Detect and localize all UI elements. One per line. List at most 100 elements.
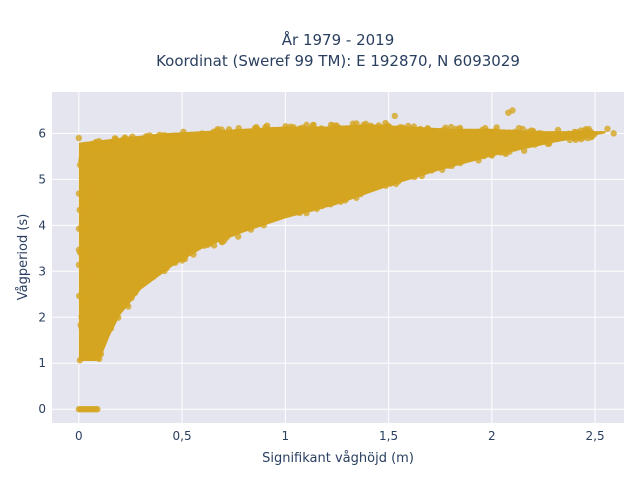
data-point [457, 159, 464, 167]
data-point [316, 198, 324, 206]
data-point [75, 190, 83, 197]
x-tick-label: 1,5 [379, 429, 398, 443]
data-point [95, 270, 102, 277]
data-point [454, 129, 462, 136]
data-point [232, 228, 239, 235]
data-point [138, 141, 146, 148]
data-point [188, 133, 196, 140]
data-point [495, 143, 502, 150]
data-point [75, 261, 83, 269]
data-point [105, 144, 113, 151]
data-point [83, 210, 90, 217]
data-point [490, 133, 497, 140]
data-point [389, 179, 396, 186]
x-tick-label: 1 [282, 429, 290, 443]
x-tick-labels: 0 0,5 1 1,5 2 2,5 [75, 429, 605, 443]
data-point [511, 128, 519, 136]
data-point [313, 205, 320, 213]
data-point [555, 133, 562, 140]
data-point [525, 140, 533, 147]
data-point [328, 126, 335, 134]
data-point [375, 122, 382, 129]
data-point [360, 121, 367, 129]
chart-title-line1: År 1979 - 2019 [282, 30, 395, 49]
data-point [519, 133, 526, 140]
data-point [80, 202, 88, 209]
data-point [414, 128, 421, 136]
data-point [479, 126, 486, 134]
data-point [506, 130, 513, 137]
data-point [177, 136, 185, 144]
data-point [366, 124, 373, 132]
data-point [355, 189, 362, 196]
data-point [265, 126, 273, 133]
data-point [81, 297, 88, 305]
data-point [182, 132, 190, 140]
data-point [223, 133, 231, 140]
data-point [76, 161, 84, 169]
data-point [167, 256, 175, 263]
data-point [500, 134, 508, 142]
data-point [83, 224, 91, 232]
data-point [95, 286, 102, 294]
data-point [277, 209, 284, 217]
data-point [505, 109, 512, 116]
point-cloud-area [78, 124, 606, 361]
data-point [214, 125, 221, 133]
data-point [91, 329, 98, 336]
data-point [93, 181, 101, 189]
data-point [95, 322, 103, 330]
data-point [204, 130, 211, 138]
data-point [153, 268, 161, 275]
data-point [83, 239, 91, 246]
data-point [95, 218, 102, 226]
data-point [372, 128, 379, 135]
data-point [162, 133, 170, 140]
data-points [75, 107, 617, 413]
data-point [438, 161, 445, 169]
data-point [488, 152, 496, 159]
data-point [190, 251, 197, 258]
data-point [134, 284, 141, 291]
data-point [128, 294, 135, 302]
data-point [366, 182, 373, 190]
data-point [76, 206, 83, 214]
data-point [286, 208, 294, 215]
data-point [447, 123, 455, 131]
data-point [281, 127, 288, 135]
data-point [119, 137, 126, 144]
data-point [529, 127, 537, 135]
y-axis-label: Vågperiod (s) [16, 214, 31, 301]
data-point [519, 125, 526, 133]
data-point [439, 127, 447, 134]
data-point [259, 129, 267, 136]
data-point [591, 131, 598, 138]
y-tick-label: 4 [38, 218, 46, 232]
y-tick-labels: 0 1 2 3 4 5 6 [38, 126, 46, 416]
data-point [528, 134, 535, 141]
data-point [577, 127, 584, 134]
chart-title-line2: Koordinat (Sweref 99 TM): E 192870, N 60… [156, 52, 520, 70]
data-point [468, 154, 476, 162]
data-point [439, 166, 446, 173]
data-point [298, 128, 305, 135]
data-point [224, 229, 231, 237]
data-point [235, 124, 242, 132]
data-point [149, 270, 156, 278]
data-point [75, 134, 83, 142]
data-point [565, 130, 573, 137]
data-point [336, 129, 343, 136]
data-point [95, 170, 102, 178]
y-tick-label: 6 [38, 126, 46, 140]
data-point [234, 233, 242, 240]
data-point [546, 136, 553, 143]
data-point [304, 200, 312, 208]
data-point [76, 357, 84, 364]
data-point [204, 241, 211, 249]
y-tick-label: 3 [38, 264, 46, 278]
data-point [536, 138, 543, 146]
data-point [238, 131, 245, 138]
data-point [80, 257, 87, 265]
data-point [92, 187, 99, 194]
data-point [272, 214, 280, 221]
